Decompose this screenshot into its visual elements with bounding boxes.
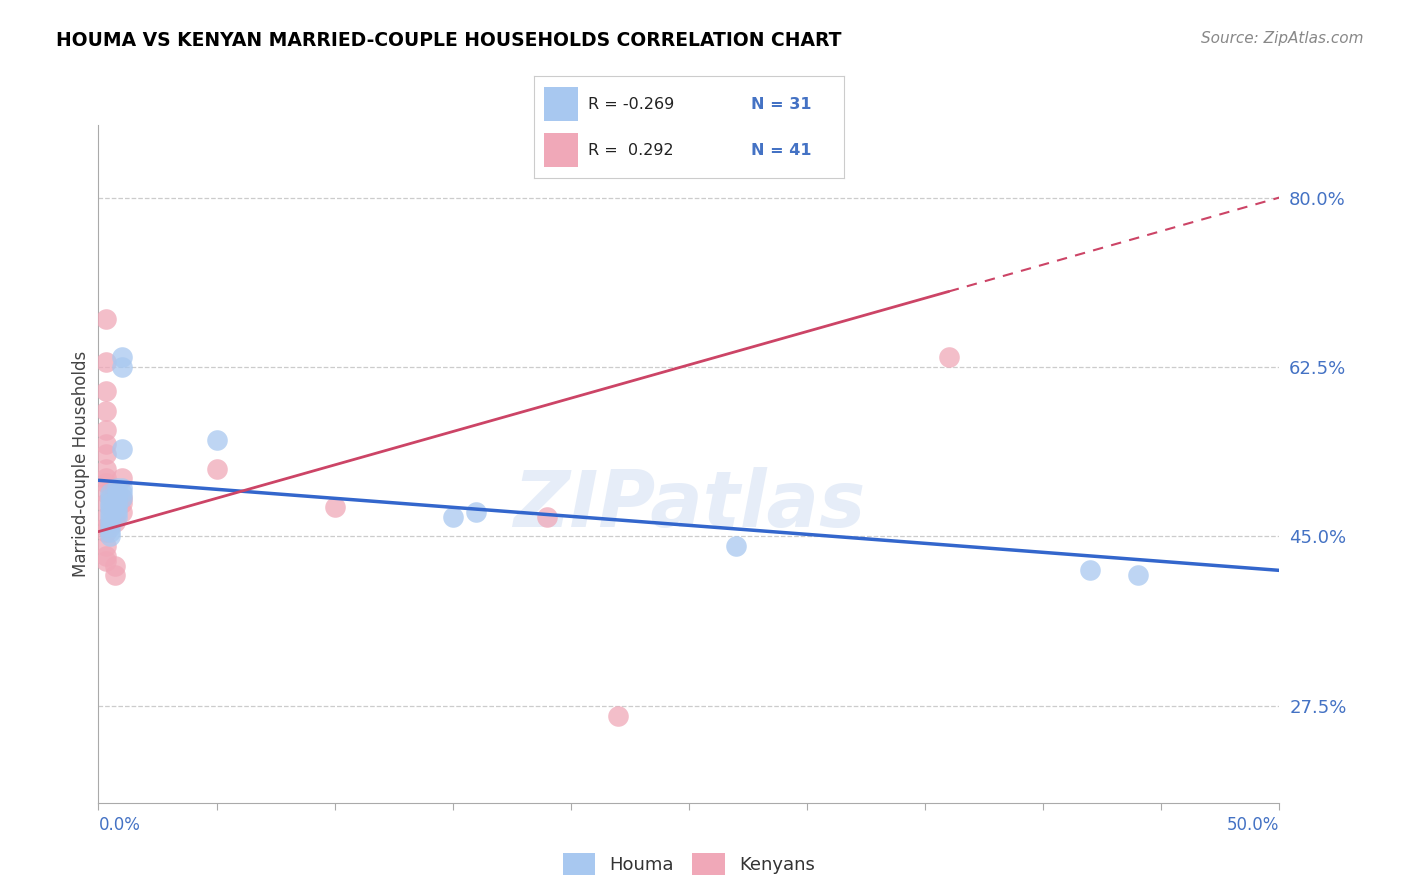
Point	[536, 510, 558, 524]
Point	[111, 486, 134, 500]
Text: Source: ZipAtlas.com: Source: ZipAtlas.com	[1201, 31, 1364, 46]
Point	[104, 558, 127, 573]
Point	[98, 491, 121, 505]
Point	[323, 500, 346, 515]
Point	[94, 520, 117, 534]
Text: N = 31: N = 31	[751, 96, 811, 112]
Text: 50.0%: 50.0%	[1227, 816, 1279, 834]
Point	[105, 491, 128, 505]
Point	[104, 491, 127, 505]
Text: R = -0.269: R = -0.269	[588, 96, 675, 112]
Point	[105, 495, 128, 509]
Point	[111, 495, 134, 509]
Point	[98, 529, 121, 543]
Point	[105, 500, 128, 515]
Point	[105, 510, 128, 524]
Point	[98, 500, 121, 515]
Point	[94, 437, 117, 451]
Point	[98, 495, 121, 509]
Point	[938, 351, 960, 365]
Point	[104, 568, 127, 582]
Point	[94, 403, 117, 417]
Point	[94, 524, 117, 539]
Text: N = 41: N = 41	[751, 143, 811, 158]
Y-axis label: Married-couple Households: Married-couple Households	[72, 351, 90, 577]
Legend: Houma, Kenyans: Houma, Kenyans	[555, 846, 823, 882]
Point	[94, 311, 117, 326]
Point	[98, 486, 121, 500]
Point	[94, 447, 117, 461]
Point	[94, 510, 117, 524]
Text: HOUMA VS KENYAN MARRIED-COUPLE HOUSEHOLDS CORRELATION CHART: HOUMA VS KENYAN MARRIED-COUPLE HOUSEHOLD…	[56, 31, 842, 50]
Point	[1080, 563, 1102, 577]
Point	[104, 510, 127, 524]
FancyBboxPatch shape	[544, 133, 578, 167]
Point	[111, 505, 134, 519]
Point	[105, 505, 128, 519]
Point	[104, 481, 127, 495]
Point	[111, 442, 134, 457]
Point	[94, 423, 117, 437]
Point	[104, 486, 127, 500]
Text: 0.0%: 0.0%	[98, 816, 141, 834]
Point	[607, 708, 630, 723]
Point	[98, 520, 121, 534]
Text: R =  0.292: R = 0.292	[588, 143, 673, 158]
Point	[98, 510, 121, 524]
Point	[105, 486, 128, 500]
FancyBboxPatch shape	[544, 87, 578, 121]
Point	[94, 471, 117, 485]
Point	[94, 539, 117, 553]
Point	[105, 481, 128, 495]
Point	[104, 515, 127, 529]
Point	[94, 355, 117, 369]
Point	[205, 461, 228, 475]
Point	[98, 524, 121, 539]
Point	[111, 351, 134, 365]
Point	[111, 471, 134, 485]
Point	[441, 510, 464, 524]
Point	[94, 554, 117, 568]
Point	[94, 549, 117, 563]
Point	[94, 461, 117, 475]
Point	[205, 433, 228, 447]
Point	[111, 481, 134, 495]
Point	[1126, 568, 1149, 582]
Point	[98, 505, 121, 519]
Point	[98, 515, 121, 529]
Point	[111, 491, 134, 505]
Text: ZIPatlas: ZIPatlas	[513, 467, 865, 542]
Point	[111, 359, 134, 374]
Point	[111, 491, 134, 505]
Point	[94, 486, 117, 500]
Point	[94, 495, 117, 509]
Point	[465, 505, 488, 519]
Point	[94, 476, 117, 491]
Point	[94, 384, 117, 399]
Point	[725, 539, 748, 553]
